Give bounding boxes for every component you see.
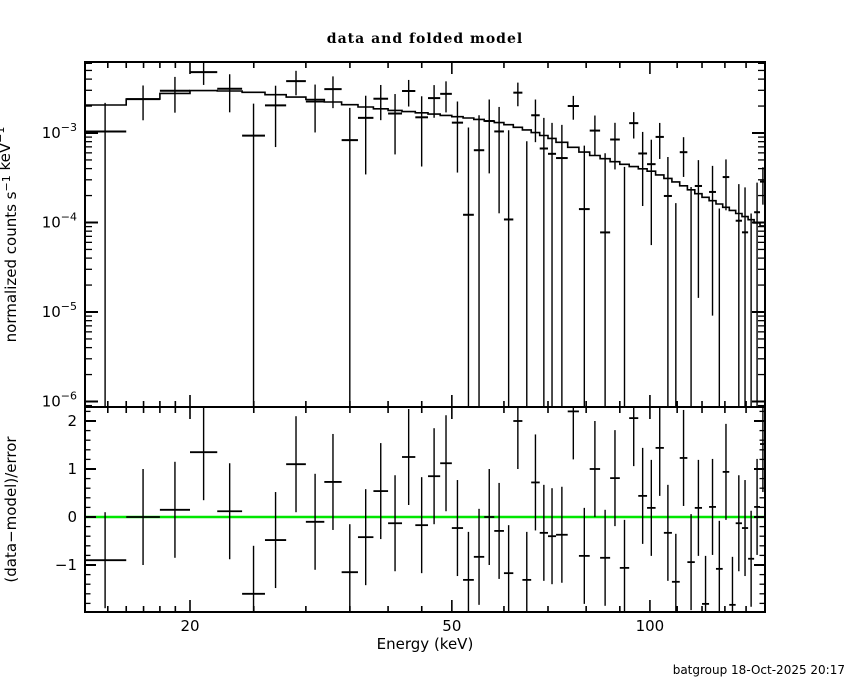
y-tick-label: 1 [67, 460, 77, 478]
y-tick-label: −1 [55, 556, 77, 574]
tick-label-layer: 20 50 100 10−3 10−4 10−5 10−62 1 0 −1 normalized c… [0, 121, 664, 635]
axes-layer [84, 61, 766, 613]
bottom-panel-border [84, 406, 766, 613]
y-tick-label: 10−5 [42, 300, 77, 321]
footer-timestamp: batgroup 18-Oct-2025 20:17 [673, 663, 845, 677]
y-axis-label-top: normalized counts s−1 keV−1 [0, 127, 20, 343]
y-tick-label: 10−3 [42, 121, 77, 142]
data-layer [85, 62, 765, 612]
x-tick-label: 50 [442, 617, 461, 635]
x-tick-label: 20 [180, 617, 199, 635]
chart-title: data and folded model [327, 31, 523, 47]
y-tick-label: 2 [67, 412, 77, 430]
y-axis-label-bottom: (data−model)/error [2, 436, 20, 583]
x-axis-label: Energy (keV) [377, 635, 474, 653]
top-panel-border [84, 61, 766, 408]
y-tick-label: 10−4 [42, 211, 77, 232]
x-tick-label: 100 [636, 617, 665, 635]
y-tick-label: 10−6 [42, 390, 77, 411]
folded-model-histogram [85, 89, 765, 227]
y-tick-label: 0 [67, 508, 77, 526]
